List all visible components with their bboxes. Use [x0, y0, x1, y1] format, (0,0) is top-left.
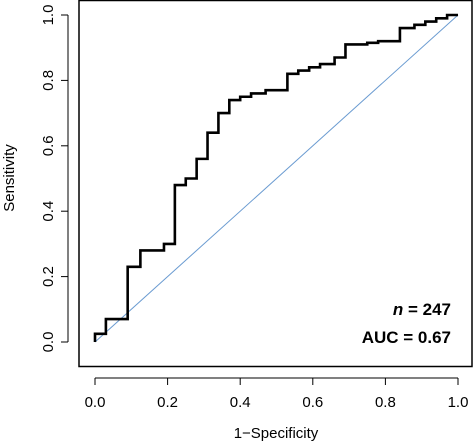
- y-axis-title: Sensitivity: [1, 144, 18, 212]
- annotation-auc: AUC = 0.67: [362, 328, 451, 347]
- series-layer: [93, 13, 459, 343]
- y-tick-label: 0.6: [40, 135, 57, 156]
- y-axis: 0.0 0.2 0.4 0.6 0.8 1.0: [40, 5, 69, 353]
- x-tick-label: 0.8: [375, 394, 396, 411]
- y-tick-label: 0.0: [40, 332, 57, 353]
- x-tick-label: 0.0: [85, 394, 106, 411]
- y-tick-label: 0.2: [40, 266, 57, 287]
- x-tick-label: 0.6: [302, 394, 323, 411]
- x-tick-label: 0.4: [230, 394, 251, 411]
- roc-curve: [93, 13, 458, 342]
- x-tick-label: 0.2: [157, 394, 178, 411]
- x-tick-label: 1.0: [448, 394, 469, 411]
- x-axis-title: 1−Specificity: [234, 425, 319, 442]
- y-tick-label: 0.8: [40, 70, 57, 91]
- y-tick-label: 1.0: [40, 5, 57, 26]
- annotation-n: n = 247: [393, 300, 451, 319]
- plot-frame: [78, 0, 473, 368]
- x-axis: 0.0 0.2 0.4 0.6 0.8 1.0: [85, 377, 469, 411]
- y-tick-label: 0.4: [40, 201, 57, 222]
- reference-line: [94, 14, 459, 343]
